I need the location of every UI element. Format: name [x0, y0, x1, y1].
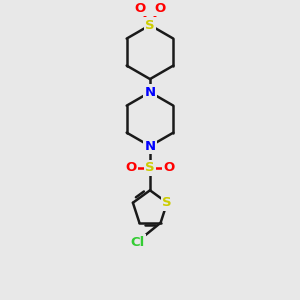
- Text: O: O: [125, 161, 136, 174]
- Text: Cl: Cl: [130, 236, 145, 249]
- Text: O: O: [164, 161, 175, 174]
- Text: O: O: [135, 2, 146, 15]
- Text: S: S: [145, 19, 155, 32]
- Text: N: N: [144, 140, 156, 153]
- Text: N: N: [144, 86, 156, 99]
- Text: S: S: [145, 161, 155, 174]
- Text: O: O: [154, 2, 165, 15]
- Text: S: S: [162, 196, 172, 209]
